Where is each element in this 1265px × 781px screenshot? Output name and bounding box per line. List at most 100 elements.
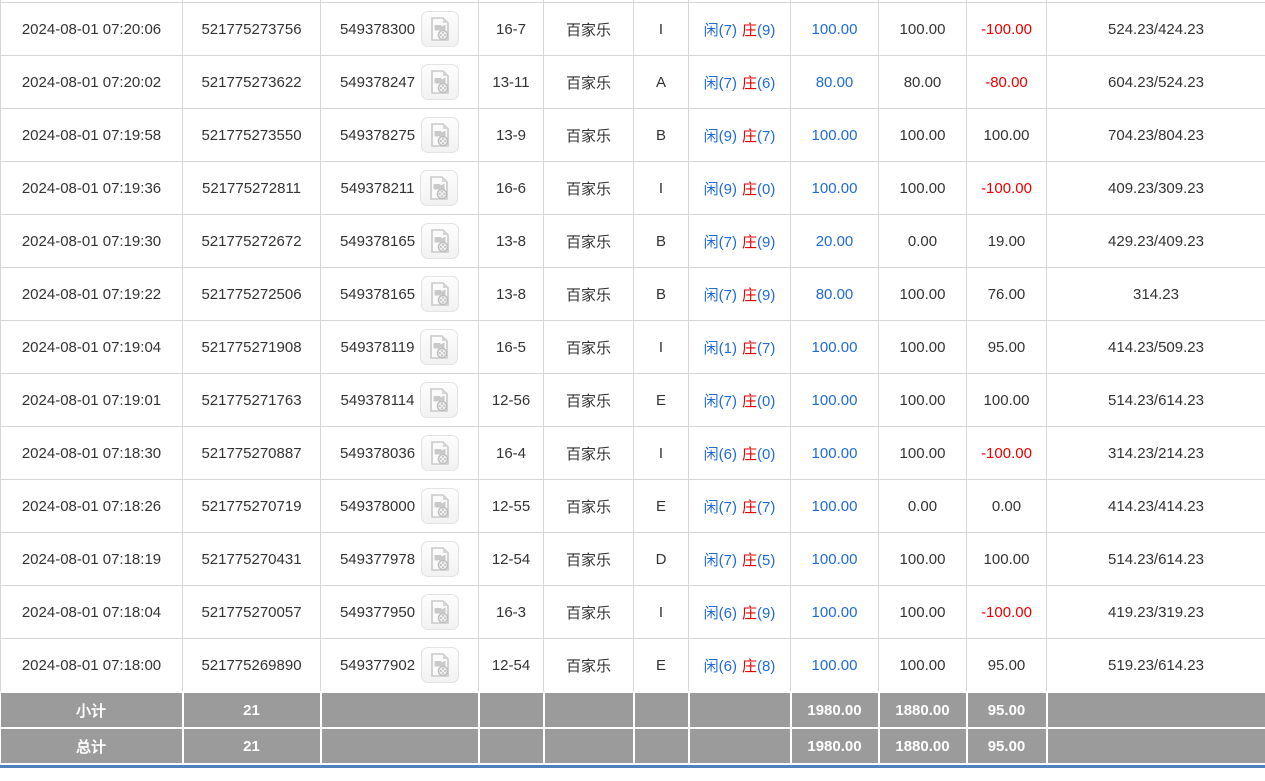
round-id: 549378119: [340, 338, 415, 356]
round-cell: 549378119: [320, 320, 479, 374]
video-replay-button[interactable]: [421, 223, 460, 259]
bet-amount-link[interactable]: 100.00: [790, 2, 879, 56]
video-replay-button[interactable]: [421, 435, 460, 471]
bet-time-cell: 2024-08-01 07:18:26: [0, 479, 183, 533]
bet-time-cell: 2024-08-01 07:19:01: [0, 373, 183, 427]
bet-mark-cell: E: [633, 479, 689, 533]
round-id: 549378000: [339, 497, 416, 515]
banker-result: 庄(9): [742, 286, 776, 304]
bet-amount-link[interactable]: 100.00: [790, 320, 879, 374]
valid-amount-cell: 100.00: [878, 532, 967, 586]
video-replay-button[interactable]: [421, 647, 460, 683]
bet-amount-link[interactable]: 100.00: [790, 585, 879, 639]
bet-amount-link[interactable]: 100.00: [790, 532, 879, 586]
bet-mark-cell: I: [633, 320, 689, 374]
banker-result: 庄(7): [742, 339, 776, 357]
table-round-cell: 12-54: [478, 638, 544, 693]
bet-amount-link[interactable]: 100.00: [790, 426, 879, 480]
video-replay-button[interactable]: [421, 541, 460, 577]
table-row: 2024-08-01 07:19:58 521775273550 5493782…: [0, 108, 1265, 162]
bet-amount-link[interactable]: 100.00: [790, 638, 879, 693]
table-round-cell: 12-55: [478, 479, 544, 533]
bet-time-cell: 2024-08-01 07:18:19: [0, 532, 183, 586]
video-replay-button[interactable]: [421, 64, 460, 100]
summary-valid-cell: 1880.00: [877, 691, 968, 729]
video-replay-button[interactable]: [421, 11, 460, 47]
video-replay-icon: [428, 652, 452, 678]
player-result: 闲(7): [703, 551, 737, 569]
round-id: 549378211: [340, 179, 415, 197]
bet-amount-link[interactable]: 80.00: [790, 55, 879, 109]
video-replay-icon: [427, 387, 451, 413]
video-replay-button[interactable]: [421, 117, 460, 153]
table-row: 2024-08-01 07:19:30 521775272672 5493781…: [0, 214, 1265, 268]
winloss-cell: 100.00: [966, 373, 1047, 427]
game-type-cell: 百家乐: [543, 214, 634, 268]
video-replay-button[interactable]: [421, 594, 460, 630]
bet-amount-link[interactable]: 100.00: [790, 373, 879, 427]
bet-amount-link[interactable]: 100.00: [790, 108, 879, 162]
video-replay-icon: [428, 69, 452, 95]
round-id: 549378300: [339, 20, 416, 38]
table-row: 2024-08-01 07:18:26 521775270719 5493780…: [0, 479, 1265, 533]
table-round-cell: 13-8: [478, 214, 544, 268]
video-replay-button[interactable]: [420, 382, 459, 418]
player-result: 闲(7): [703, 498, 737, 516]
banker-result: 庄(7): [742, 127, 776, 145]
valid-amount-cell: 100.00: [878, 585, 967, 639]
order-id-cell: 521775272811: [182, 161, 321, 215]
video-replay-button[interactable]: [421, 276, 460, 312]
bet-records-table: 2024-08-01 07:20:06 521775273756 5493783…: [0, 0, 1265, 765]
banker-result: 庄(7): [742, 498, 776, 516]
bet-mark-cell: I: [633, 426, 689, 480]
bet-time-cell: 2024-08-01 07:20:02: [0, 55, 183, 109]
round-cell: 549378211: [320, 161, 479, 215]
game-result-cell: 闲(7) 庄(9): [688, 214, 791, 268]
round-id: 549378275: [339, 126, 416, 144]
table-row: 2024-08-01 07:18:30 521775270887 5493780…: [0, 426, 1265, 480]
order-id-cell: 521775273550: [182, 108, 321, 162]
order-id-cell: 521775269890: [182, 638, 321, 693]
video-replay-icon: [427, 334, 451, 360]
video-replay-icon: [428, 599, 452, 625]
player-result: 闲(9): [703, 127, 737, 145]
table-round-cell: 12-56: [478, 373, 544, 427]
banker-result: 庄(0): [742, 445, 776, 463]
banker-result: 庄(5): [742, 551, 776, 569]
bet-amount-link[interactable]: 100.00: [790, 161, 879, 215]
order-id-cell: 521775272672: [182, 214, 321, 268]
game-type-cell: 百家乐: [543, 426, 634, 480]
bet-amount-link[interactable]: 100.00: [790, 479, 879, 533]
round-id: 549377950: [339, 603, 416, 621]
game-result-cell: 闲(6) 庄(9): [688, 585, 791, 639]
player-result: 闲(6): [703, 657, 737, 675]
bet-amount-link[interactable]: 80.00: [790, 267, 879, 321]
video-replay-icon: [428, 546, 452, 572]
winloss-cell: 100.00: [966, 532, 1047, 586]
game-result-cell: 闲(6) 庄(8): [688, 638, 791, 693]
player-result: 闲(7): [703, 233, 737, 251]
order-id-cell: 521775271763: [182, 373, 321, 427]
bet-mark-cell: I: [633, 2, 689, 56]
table-row: 2024-08-01 07:18:04 521775270057 5493779…: [0, 585, 1265, 639]
player-result: 闲(1): [703, 339, 737, 357]
bet-amount-link[interactable]: 20.00: [790, 214, 879, 268]
table-round-cell: 12-54: [478, 532, 544, 586]
video-replay-button[interactable]: [420, 170, 459, 206]
video-replay-button[interactable]: [420, 329, 459, 365]
order-id-cell: 521775273622: [182, 55, 321, 109]
summary-count-cell: 21: [181, 691, 322, 729]
balance-cell: 429.23/409.23: [1046, 214, 1265, 268]
valid-amount-cell: 100.00: [878, 267, 967, 321]
banker-result: 庄(0): [742, 180, 776, 198]
bet-mark-cell: A: [633, 55, 689, 109]
bet-mark-cell: B: [633, 108, 689, 162]
game-type-cell: 百家乐: [543, 479, 634, 533]
round-id: 549377978: [339, 550, 416, 568]
balance-cell: 409.23/309.23: [1046, 161, 1265, 215]
bet-mark-cell: E: [633, 373, 689, 427]
table-round-cell: 16-5: [478, 320, 544, 374]
game-result-cell: 闲(6) 庄(0): [688, 426, 791, 480]
video-replay-button[interactable]: [421, 488, 460, 524]
